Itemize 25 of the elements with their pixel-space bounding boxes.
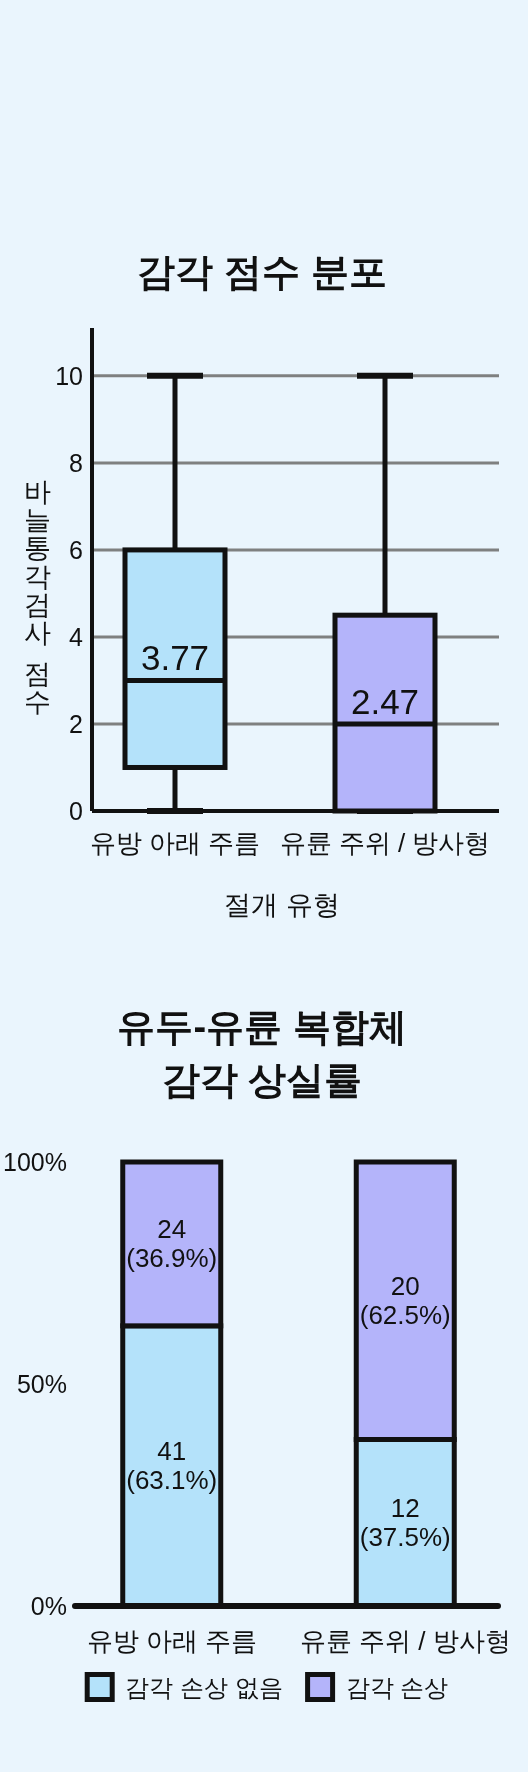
chart-title: 감각 점수 분포 bbox=[137, 251, 387, 293]
y-tick-label: 0 bbox=[69, 797, 83, 825]
legend-label: 감각 손상 없음 bbox=[125, 1673, 283, 1701]
y-tick-label: 2 bbox=[69, 709, 83, 738]
data-label: 12 (37.5%) bbox=[359, 1493, 451, 1553]
y-tick-label: 10 bbox=[55, 361, 83, 390]
legend-label: 감각 손상 bbox=[345, 1673, 449, 1701]
y-tick-label: 0% bbox=[30, 1592, 67, 1620]
annotation: 2.47 bbox=[350, 681, 420, 721]
x-tick-label: 유방 아래 주름 bbox=[86, 1626, 257, 1656]
x-tick-label: 유륜 주위 / 방사형 bbox=[299, 1626, 511, 1656]
data-label: 41 (63.1%) bbox=[126, 1436, 218, 1496]
y-tick-label: 8 bbox=[69, 448, 83, 477]
y-tick-label: 6 bbox=[69, 535, 83, 564]
x-axis-title: 절개 유형 bbox=[224, 890, 340, 920]
data-label: 20 (62.5%) bbox=[359, 1271, 451, 1331]
y-tick-label: 100% bbox=[3, 1148, 67, 1176]
annotation: 3.77 bbox=[140, 638, 210, 678]
chart-title: 유두-유륜 복합체 감각 상실률 bbox=[117, 1006, 407, 1101]
data-label: 24 (36.9%) bbox=[126, 1214, 218, 1274]
x-tick-label: 유방 아래 주름 bbox=[89, 828, 261, 858]
y-tick-label: 50% bbox=[16, 1370, 67, 1398]
y-tick-label: 4 bbox=[69, 622, 84, 651]
x-tick-label: 유륜 주위 / 방사형 bbox=[279, 828, 491, 858]
y-axis-title: 바늘통각검사 점수 bbox=[23, 476, 51, 718]
